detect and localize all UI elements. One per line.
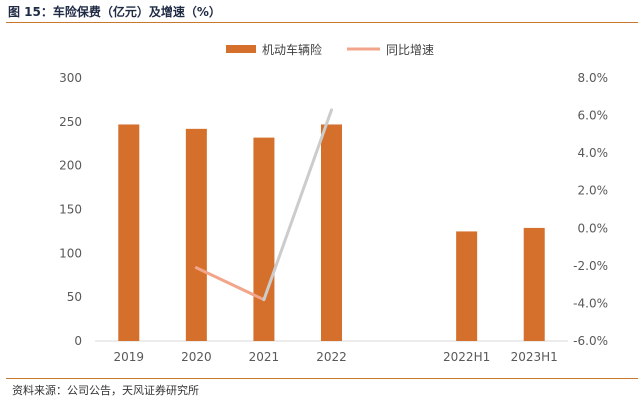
source-note: 资料来源：公司公告，天风证券研究所 bbox=[12, 384, 199, 397]
y2-tick-label: 2.0% bbox=[578, 184, 609, 198]
bar-2020 bbox=[185, 128, 207, 341]
title-rule bbox=[6, 22, 638, 23]
y-tick-label: 150 bbox=[59, 203, 82, 217]
x-tick-label: 2021 bbox=[249, 350, 280, 364]
growth-line-segment bbox=[262, 108, 333, 302]
y-tick-label: 200 bbox=[59, 159, 82, 173]
y-tick-label: 250 bbox=[59, 115, 82, 129]
y2-tick-label: -2.0% bbox=[573, 259, 608, 273]
figure-title: 图 15：车险保费（亿元）及增速（%） bbox=[8, 5, 221, 19]
y2-tick-label: 8.0% bbox=[578, 71, 609, 85]
combo-chart: 机动车辆险 同比增速 0 50 100 150 200 250 300 -6.0% -4.0% -… bbox=[59, 42, 608, 364]
y-tick-label: 100 bbox=[59, 246, 82, 260]
bar-2019 bbox=[118, 124, 140, 341]
source-rule bbox=[6, 378, 638, 379]
growth-line-segment bbox=[194, 266, 266, 302]
y-tick-label: 50 bbox=[67, 290, 82, 304]
x-tick-label: 2022H1 bbox=[443, 350, 490, 364]
y2-tick-label: -4.0% bbox=[573, 296, 608, 310]
bar-2022 bbox=[321, 124, 342, 341]
x-tick-label: 2019 bbox=[114, 350, 145, 364]
y-tick-label: 300 bbox=[59, 71, 82, 85]
y2-tick-label: -6.0% bbox=[573, 334, 608, 348]
chart-legend: 机动车辆险 同比增速 bbox=[226, 42, 434, 57]
y2-tick-label: 4.0% bbox=[578, 146, 609, 160]
bar-2023H1 bbox=[523, 227, 545, 341]
x-tick-label: 2022 bbox=[316, 350, 347, 364]
bar-2022H1 bbox=[456, 231, 478, 341]
y2-tick-label: 6.0% bbox=[578, 109, 609, 123]
legend-bar-swatch bbox=[226, 45, 256, 53]
y-tick-label: 0 bbox=[74, 334, 82, 348]
x-tick-label: 2023H1 bbox=[511, 350, 558, 364]
legend-bar-label: 机动车辆险 bbox=[262, 42, 322, 57]
bar-2021 bbox=[253, 137, 275, 341]
y2-tick-label: 0.0% bbox=[578, 221, 609, 235]
legend-line-label: 同比增速 bbox=[386, 43, 434, 57]
plot-area: 0 50 100 150 200 250 300 -6.0% -4.0% -2.0% 0.0% 2.0… bbox=[59, 71, 608, 364]
x-tick-label: 2020 bbox=[181, 350, 212, 364]
